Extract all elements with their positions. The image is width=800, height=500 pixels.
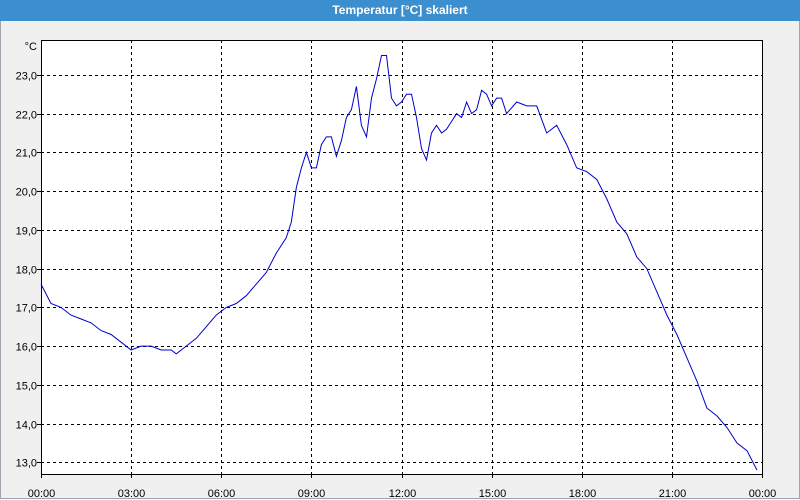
plot-area bbox=[41, 40, 762, 474]
x-tick-time-label: 18:00 bbox=[569, 488, 597, 498]
chart-panel: 13,0 14,0 15,0 16,0 17,0 18,0 19,0 20,0 21,0 22,0… bbox=[0, 21, 800, 499]
y-tick-label: 15,0 bbox=[16, 381, 37, 393]
y-tick-label: 13,0 bbox=[16, 458, 37, 470]
x-tick-time-label: 00:00 bbox=[28, 488, 56, 498]
temperature-series-line bbox=[40, 55, 758, 471]
y-tick-label: 17,0 bbox=[16, 303, 37, 315]
x-tick-time-label: 03:00 bbox=[118, 488, 146, 498]
temperature-line-chart: 13,0 14,0 15,0 16,0 17,0 18,0 19,0 20,0 21,0 22,0… bbox=[16, 40, 777, 498]
y-tick-label: 22,0 bbox=[16, 110, 37, 122]
x-tick-time-label: 12:00 bbox=[389, 488, 417, 498]
y-tick-label: 18,0 bbox=[16, 265, 37, 277]
y-tick-label: 16,0 bbox=[16, 342, 37, 354]
chart-title: Temperatur [°C] skaliert bbox=[0, 0, 800, 21]
y-axis-unit-label: °C bbox=[25, 41, 37, 53]
y-tick-label: 20,0 bbox=[16, 187, 37, 199]
x-tick-time-label: 21:00 bbox=[659, 488, 687, 498]
x-tick-time-label: 09:00 bbox=[298, 488, 326, 498]
x-tick-time-label: 06:00 bbox=[208, 488, 236, 498]
y-tick-label: 23,0 bbox=[16, 71, 37, 83]
y-tick-label: 21,0 bbox=[16, 148, 37, 160]
x-tick-time-label: 00:00 bbox=[749, 488, 777, 498]
y-tick-label: 14,0 bbox=[16, 420, 37, 432]
x-tick-time-label: 15:00 bbox=[479, 488, 507, 498]
y-tick-label: 19,0 bbox=[16, 226, 37, 238]
plot-frame bbox=[41, 40, 763, 475]
